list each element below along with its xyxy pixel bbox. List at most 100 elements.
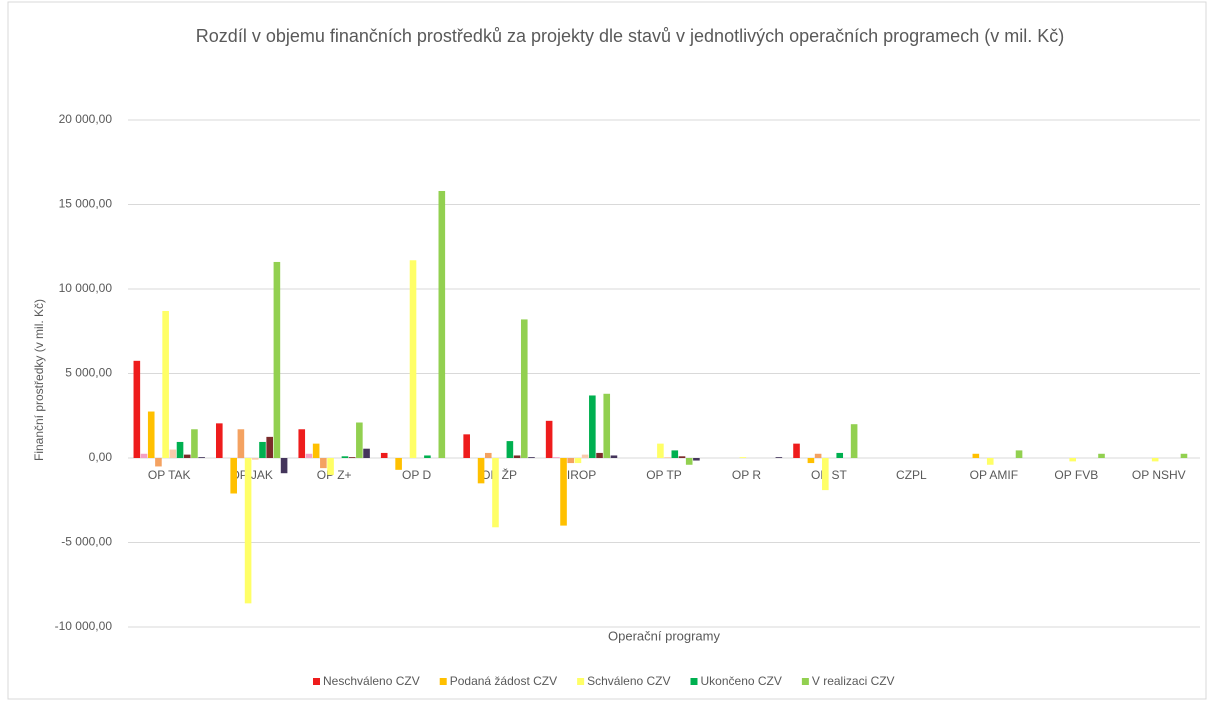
bar <box>513 455 521 458</box>
x-tick-label: OP TAK <box>148 468 191 482</box>
bar <box>657 443 664 458</box>
bar <box>266 436 273 458</box>
bar <box>320 458 327 469</box>
bar <box>327 458 334 475</box>
x-tick-label: IROP <box>567 468 596 482</box>
bar <box>739 457 747 458</box>
bar <box>191 429 198 458</box>
legend-label: V realizaci CZV <box>812 674 895 688</box>
chart-title: Rozdíl v objemu finančních prostředků za… <box>195 26 1065 46</box>
x-tick-label: OP TP <box>646 468 682 482</box>
x-tick-label: OP D <box>402 468 431 482</box>
bar <box>230 458 237 494</box>
x-tick-label: OP ŽP <box>481 467 517 482</box>
bar <box>836 452 844 458</box>
chart-border <box>7 1 1207 700</box>
bar <box>814 453 822 458</box>
legend-swatch <box>439 678 447 685</box>
bar <box>409 260 417 458</box>
bar <box>1069 458 1077 462</box>
x-axis-title: Operační programy <box>608 628 720 643</box>
y-tick-label: 20 000,00 <box>59 112 113 126</box>
bar <box>183 454 191 458</box>
y-axis-title: Finanční prostředky (v mil. Kč) <box>32 299 46 461</box>
x-tick-label: OP JAK <box>230 468 272 482</box>
bar <box>273 261 281 458</box>
bar <box>312 443 320 458</box>
bar <box>506 441 514 458</box>
bar <box>363 448 370 458</box>
bar <box>155 458 162 467</box>
legend-label: Schváleno CZV <box>587 674 670 688</box>
bar <box>356 422 363 458</box>
bar <box>671 450 679 458</box>
bar <box>280 458 288 474</box>
bar <box>528 457 535 458</box>
bar <box>1180 453 1188 458</box>
x-tick-label: OP NSHV <box>1132 468 1186 482</box>
bar <box>603 393 611 458</box>
bar <box>438 190 446 459</box>
bar <box>560 458 567 526</box>
bar <box>463 434 470 458</box>
bar <box>1015 450 1023 458</box>
bar <box>251 458 259 460</box>
bar <box>596 452 603 458</box>
y-tick-label: 5 000,00 <box>65 366 112 380</box>
x-tick-label: CZPL <box>896 468 927 482</box>
bar <box>610 455 618 458</box>
bar <box>685 458 693 465</box>
bar <box>1098 453 1105 458</box>
legend-swatch <box>577 678 585 685</box>
bar <box>298 429 306 458</box>
bar <box>775 457 783 458</box>
bar <box>215 423 223 458</box>
bar <box>244 458 252 604</box>
bar <box>850 424 858 458</box>
bar <box>545 420 553 458</box>
bar <box>140 453 148 458</box>
legend-label: Podaná žádost CZV <box>450 674 557 688</box>
y-tick-label: 10 000,00 <box>59 281 113 295</box>
bar <box>520 319 528 458</box>
bar <box>793 443 800 458</box>
bar <box>807 458 815 464</box>
bar <box>259 441 266 458</box>
bar <box>1151 458 1159 462</box>
bar <box>664 457 671 458</box>
bar <box>380 452 388 458</box>
bar <box>693 458 700 461</box>
bar <box>574 458 582 464</box>
bar <box>492 458 499 528</box>
bar <box>237 429 245 458</box>
bar <box>348 457 356 458</box>
y-tick-label: 15 000,00 <box>59 197 113 211</box>
bar <box>553 457 560 458</box>
bar <box>147 411 155 458</box>
bar <box>477 458 485 484</box>
legend-swatch <box>801 678 809 685</box>
y-tick-label: -5 000,00 <box>61 535 112 549</box>
y-tick-label: -10 000,00 <box>55 619 113 633</box>
bar <box>678 456 686 458</box>
x-tick-label: OP Z+ <box>317 468 352 482</box>
x-tick-label: OP FVB <box>1054 468 1098 482</box>
bar <box>198 457 205 458</box>
legend-label: Neschváleno CZV <box>323 674 420 688</box>
bar <box>305 453 313 458</box>
x-tick-label: OP ST <box>811 468 847 482</box>
bar <box>341 456 349 458</box>
bar <box>162 310 169 458</box>
bar <box>424 455 431 458</box>
bar <box>169 449 177 458</box>
bar <box>484 452 492 458</box>
legend-swatch <box>690 678 698 685</box>
bar <box>395 458 402 470</box>
legend-label: Ukončeno CZV <box>701 674 782 688</box>
legend-swatch <box>313 678 320 685</box>
bar <box>589 395 596 458</box>
bar <box>567 458 575 464</box>
bar <box>176 441 184 458</box>
bar <box>581 454 589 458</box>
